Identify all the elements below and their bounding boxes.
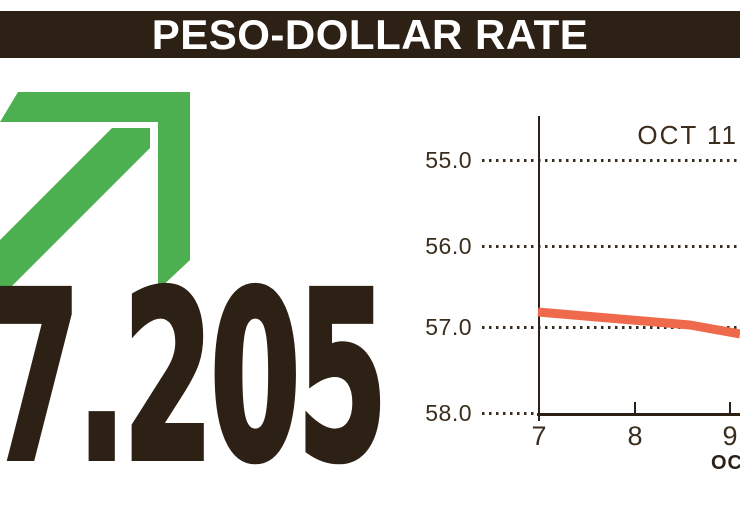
- gridline-56: [482, 245, 740, 248]
- x-axis-month-label: OCT: [711, 452, 740, 474]
- y-tick-label: 57.0: [425, 314, 472, 340]
- y-tick-label: 58.0: [425, 400, 472, 426]
- x-axis-line: [537, 413, 740, 416]
- page-title: PESO-DOLLAR RATE: [151, 10, 589, 58]
- y-tick-label: 55.0: [425, 147, 472, 173]
- y-axis-line: [538, 116, 540, 421]
- gridline-55: [482, 159, 740, 162]
- y-tick-label: 56.0: [425, 233, 472, 259]
- x-tick-mark-9: [729, 402, 731, 413]
- gridline-57: [482, 326, 740, 329]
- x-tick-label: 8: [627, 421, 643, 451]
- x-tick-label: 7: [531, 421, 547, 451]
- x-tick-label: 9: [722, 421, 738, 451]
- header-bar: PESO-DOLLAR RATE: [0, 11, 740, 58]
- date-annotation: OCT 11: [637, 120, 738, 150]
- rate-value: 7.205: [0, 243, 389, 513]
- trend-up-arrow-svg: [0, 92, 190, 298]
- trend-up-arrow-icon: [0, 88, 192, 300]
- x-tick-mark-8: [634, 402, 636, 413]
- rate-chart: 55.0 56.0 57.0 58.0 7 8 9 OCT OCT 11: [425, 116, 740, 474]
- peso-dollar-rate-infographic: { "header": { "title": "PESO-DOLLAR RATE…: [0, 11, 740, 513]
- gridline-58: [482, 412, 538, 415]
